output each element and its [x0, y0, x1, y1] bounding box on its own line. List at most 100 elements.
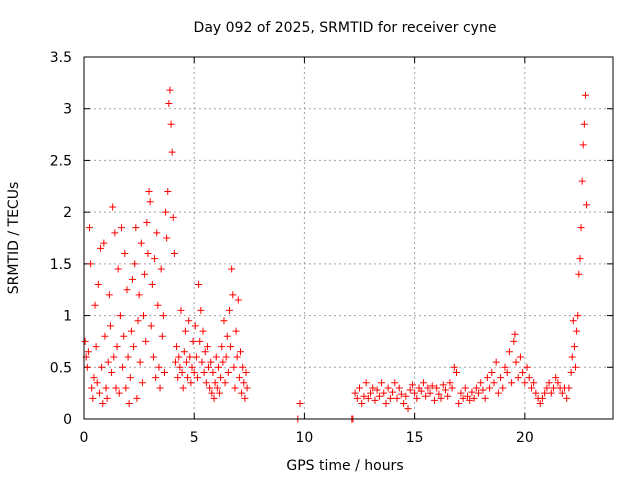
data-point [141, 270, 149, 278]
data-point [143, 218, 151, 226]
data-point [503, 368, 511, 376]
data-point [178, 368, 186, 376]
data-point [144, 250, 152, 258]
data-point [103, 394, 111, 402]
data-point [221, 379, 229, 387]
data-point [140, 312, 148, 320]
data-point [95, 389, 103, 397]
data-point [112, 384, 120, 392]
data-point [578, 177, 586, 185]
data-point [472, 384, 480, 392]
data-point [572, 363, 580, 371]
data-point [466, 396, 474, 404]
data-point [569, 317, 577, 325]
y-tick-label: 3.5 [50, 50, 72, 66]
data-point [222, 353, 230, 361]
data-point [384, 384, 392, 392]
data-point [353, 394, 361, 402]
data-point [505, 348, 513, 356]
x-tick-label: 15 [406, 430, 424, 446]
data-point [437, 394, 445, 402]
data-point [209, 368, 217, 376]
data-point [212, 353, 220, 361]
data-point [481, 394, 489, 402]
data-point [202, 379, 210, 387]
data-point [234, 296, 242, 304]
data-point [173, 343, 181, 351]
data-points [81, 86, 591, 423]
data-point [184, 374, 192, 382]
data-point [223, 332, 231, 340]
data-point [86, 224, 94, 232]
data-point [486, 384, 494, 392]
data-point [198, 358, 206, 366]
data-point [149, 353, 157, 361]
data-point [470, 394, 478, 402]
data-point [567, 368, 575, 376]
data-point [135, 291, 143, 299]
data-point [519, 368, 527, 376]
data-point [411, 389, 419, 397]
data-point [229, 291, 237, 299]
data-point [136, 358, 144, 366]
data-point [576, 255, 584, 263]
y-axis-label: SRMTID / TECUs [6, 182, 22, 295]
data-point [166, 86, 174, 94]
data-point [211, 379, 219, 387]
data-point [182, 358, 190, 366]
data-point [386, 394, 394, 402]
data-point [549, 384, 557, 392]
data-point [90, 374, 98, 382]
data-point [137, 239, 145, 247]
data-point [362, 379, 370, 387]
data-point [435, 390, 443, 398]
data-point [87, 260, 95, 268]
data-point [235, 374, 243, 382]
data-point [102, 384, 110, 392]
data-point [483, 374, 491, 382]
data-point [146, 198, 154, 206]
data-point [508, 379, 516, 387]
data-point [111, 229, 119, 237]
data-point [239, 363, 247, 371]
data-point [205, 363, 213, 371]
data-point [243, 384, 251, 392]
data-point [422, 392, 430, 400]
data-point [122, 384, 130, 392]
data-point [475, 389, 483, 397]
data-point [114, 265, 122, 273]
data-point [371, 396, 379, 404]
data-point [97, 244, 105, 252]
data-point [145, 187, 153, 195]
data-point [543, 384, 551, 392]
data-point [195, 281, 203, 289]
data-point [130, 343, 138, 351]
data-point [108, 368, 116, 376]
data-point [492, 358, 500, 366]
y-tick-label: 0 [63, 412, 72, 428]
data-point [373, 386, 381, 394]
y-tick-label: 2.5 [50, 153, 72, 169]
data-point [170, 250, 178, 258]
data-point [128, 275, 136, 283]
data-point [171, 358, 179, 366]
data-point [208, 389, 216, 397]
data-point [236, 348, 244, 356]
data-point [147, 322, 155, 330]
data-point [369, 384, 377, 392]
data-point [132, 224, 140, 232]
data-point [119, 363, 127, 371]
data-point [113, 343, 121, 351]
data-point [185, 317, 193, 325]
data-point [501, 363, 509, 371]
data-point [123, 286, 131, 294]
data-point [99, 399, 107, 407]
data-point [547, 389, 555, 397]
data-point [153, 229, 161, 237]
data-point [232, 327, 240, 335]
data-point [231, 384, 239, 392]
data-point [213, 384, 221, 392]
data-point [577, 224, 585, 232]
data-point [157, 265, 165, 273]
